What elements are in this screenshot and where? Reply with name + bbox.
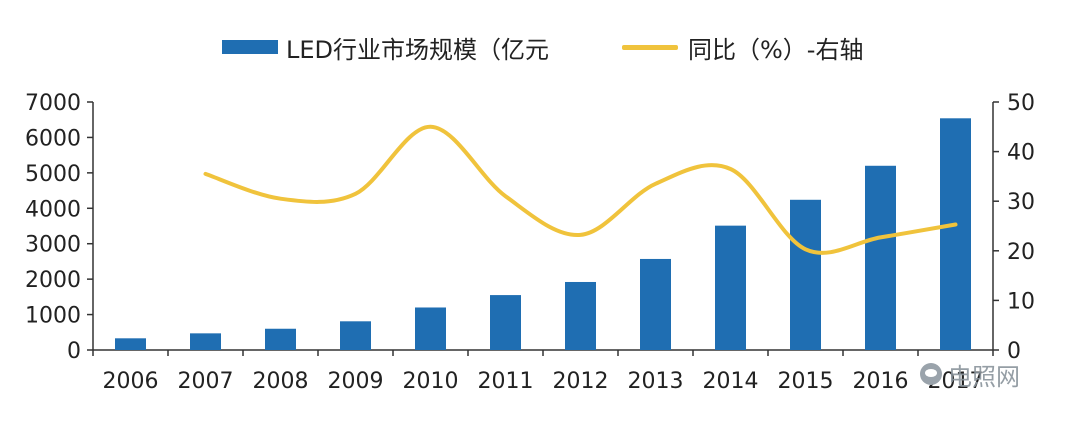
x-tick-label: 2015 xyxy=(778,369,834,394)
line-point xyxy=(354,192,357,196)
y-left-tick-label: 5000 xyxy=(25,162,81,187)
x-tick-label: 2009 xyxy=(328,369,384,394)
y-right-tick-label: 10 xyxy=(1007,289,1035,314)
line-point xyxy=(804,247,807,251)
line-point xyxy=(204,172,207,176)
bar xyxy=(340,321,371,350)
bar xyxy=(790,199,821,350)
watermark: 电照网 xyxy=(920,356,1020,392)
line-point xyxy=(879,235,882,239)
x-tick-label: 2010 xyxy=(403,369,459,394)
bar xyxy=(940,118,971,350)
x-tick-label: 2012 xyxy=(553,369,609,394)
y-left-tick-label: 4000 xyxy=(25,197,81,222)
bar xyxy=(190,333,221,350)
tick-labels: 0 1000 2000 3000 4000 5000 6000 7000 0 10 20 30 40 50… xyxy=(25,91,1035,394)
line-point xyxy=(954,223,957,227)
x-tick-label: 2007 xyxy=(178,369,234,394)
y-right-tick-label: 20 xyxy=(1007,240,1035,265)
x-tick-label: 2008 xyxy=(253,369,309,394)
bar xyxy=(415,307,446,350)
x-tick-label: 2011 xyxy=(478,369,534,394)
y-right-tick-label: 0 xyxy=(1007,339,1021,364)
y-left-tick-label: 2000 xyxy=(25,268,81,293)
bar xyxy=(865,165,896,350)
bar xyxy=(565,281,596,350)
chart-axes xyxy=(87,101,999,356)
line-series xyxy=(203,124,958,255)
chart-legend: LED行业市场规模（亿元 同比（%）-右轴 xyxy=(0,30,1080,64)
legend-item-bars: LED行业市场规模（亿元 xyxy=(222,30,549,64)
legend-line-label: 同比（%）-右轴 xyxy=(688,35,864,64)
y-left-tick-label: 7000 xyxy=(25,91,81,116)
bar xyxy=(265,328,296,350)
y-left-tick-label: 6000 xyxy=(25,126,81,151)
x-tick-label: 2013 xyxy=(628,369,684,394)
legend-line-swatch xyxy=(622,44,678,50)
y-left-tick-label: 1000 xyxy=(25,304,81,329)
y-right-tick-label: 30 xyxy=(1007,190,1035,215)
legend-bar-swatch xyxy=(222,40,278,54)
y-right-tick-label: 50 xyxy=(1007,91,1035,116)
y-left-tick-label: 0 xyxy=(67,339,81,364)
x-tick-label: 2016 xyxy=(853,369,909,394)
y-right-tick-label: 40 xyxy=(1007,141,1035,166)
bar-series xyxy=(115,118,971,350)
bar xyxy=(490,295,521,350)
line-point xyxy=(279,197,282,201)
line-point xyxy=(579,233,582,237)
line-point xyxy=(654,182,657,186)
chat-bubble-icon xyxy=(920,363,942,385)
y-left-tick-label: 3000 xyxy=(25,233,81,258)
line-point xyxy=(504,194,507,198)
line-point xyxy=(429,125,432,129)
x-tick-label: 2014 xyxy=(703,369,759,394)
legend-item-line: 同比（%）-右轴 xyxy=(622,30,863,64)
legend-bar-label: LED行业市场规模（亿元 xyxy=(286,35,550,64)
x-tick-label: 2006 xyxy=(103,369,159,394)
bar xyxy=(115,338,146,350)
bar xyxy=(640,258,671,350)
watermark-text: 电照网 xyxy=(948,362,1020,391)
line-point xyxy=(729,167,732,171)
bar xyxy=(715,225,746,350)
